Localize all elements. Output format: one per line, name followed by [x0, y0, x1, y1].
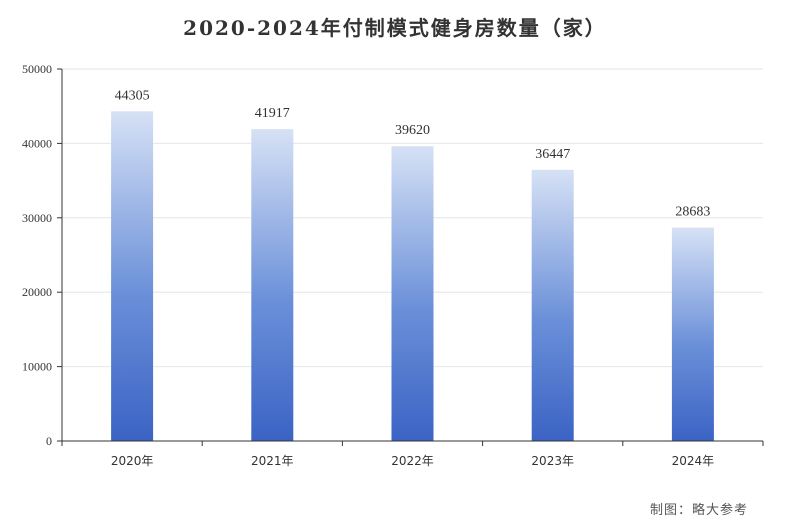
chart-title: 2020-2024年付制模式健身房数量（家） [183, 16, 607, 40]
y-tick-label: 30000 [22, 211, 52, 225]
x-tick-label: 2020年 [111, 454, 154, 468]
data-label: 28683 [675, 205, 710, 220]
y-tick-label: 50000 [22, 62, 52, 76]
y-tick-label: 10000 [22, 360, 52, 374]
data-label: 41917 [255, 106, 290, 121]
bar [391, 146, 434, 441]
data-label: 39620 [395, 123, 430, 138]
bar [671, 227, 714, 441]
bar [531, 169, 574, 441]
y-tick-label: 20000 [22, 285, 52, 299]
x-tick-label: 2024年 [672, 454, 715, 468]
data-label: 36447 [535, 147, 570, 162]
axes: 0 10000 20000 30000 40000 50000 2020年 2021年 2022… [22, 62, 764, 468]
bars [111, 111, 714, 442]
x-tick-label: 2023年 [531, 454, 574, 468]
bar [111, 111, 154, 442]
bar [251, 129, 294, 442]
y-tick-label: 0 [46, 434, 52, 448]
data-label: 44305 [115, 88, 150, 103]
source-note: 制图：略大参考 [649, 503, 748, 518]
data-labels: 44305 41917 39620 36447 28683 [115, 88, 711, 219]
x-tick-label: 2021年 [251, 454, 294, 468]
x-tick-label: 2022年 [391, 454, 434, 468]
y-tick-label: 40000 [22, 136, 52, 150]
